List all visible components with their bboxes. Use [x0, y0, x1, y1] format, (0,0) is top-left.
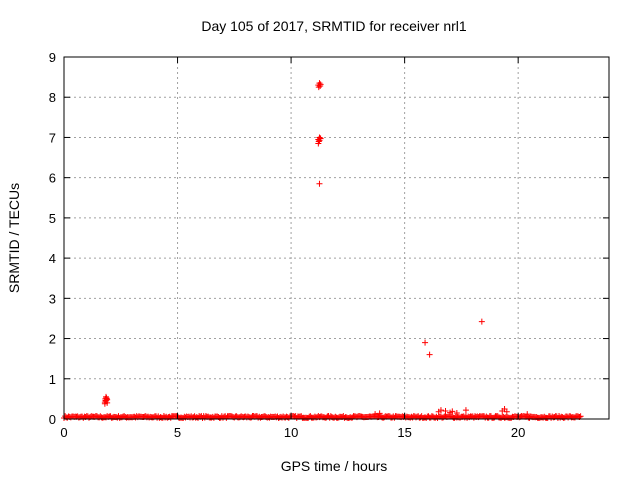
x-tick-label: 0: [60, 425, 67, 440]
data-point: [317, 82, 324, 89]
x-tick-label: 15: [397, 425, 411, 440]
y-tick-label: 5: [49, 211, 56, 226]
data-point: [462, 407, 469, 414]
data-point: [316, 80, 323, 87]
y-tick-label: 3: [49, 291, 56, 306]
data-point: [449, 408, 456, 415]
x-tick-label: 20: [511, 425, 525, 440]
data-point: [478, 318, 485, 325]
data-point: [315, 84, 322, 91]
y-tick-label: 2: [49, 332, 56, 347]
y-tick-label: 6: [49, 171, 56, 186]
grid: [64, 57, 609, 419]
data-point: [437, 407, 444, 414]
data-point: [376, 410, 383, 417]
data-points: [61, 80, 584, 421]
x-axis: 0 5 10 15 20: [60, 57, 525, 440]
data-point: [577, 413, 584, 420]
y-tick-label: 0: [49, 412, 56, 427]
y-axis-label: SRMTID / TECUs: [6, 183, 22, 293]
y-axis: 0 1 2 3 4 5 6 7 8 9: [49, 50, 609, 427]
data-point: [426, 351, 433, 358]
chart-title: Day 105 of 2017, SRMTID for receiver nrl…: [201, 18, 467, 34]
data-point: [422, 339, 429, 346]
data-point: [453, 409, 460, 416]
data-point: [372, 411, 379, 418]
data-point: [103, 395, 110, 402]
x-tick-label: 5: [174, 425, 181, 440]
y-tick-label: 8: [49, 90, 56, 105]
x-axis-label: GPS time / hours: [281, 458, 388, 474]
data-point: [503, 408, 510, 415]
data-point: [442, 407, 449, 414]
data-point: [524, 411, 531, 418]
y-tick-label: 1: [49, 372, 56, 387]
data-point: [315, 140, 322, 147]
y-tick-label: 7: [49, 130, 56, 145]
x-tick-label: 10: [284, 425, 298, 440]
data-point: [316, 137, 323, 144]
y-tick-label: 4: [49, 251, 56, 266]
plot-frame: [63, 56, 610, 420]
data-point: [316, 180, 323, 187]
y-tick-label: 9: [49, 50, 56, 65]
